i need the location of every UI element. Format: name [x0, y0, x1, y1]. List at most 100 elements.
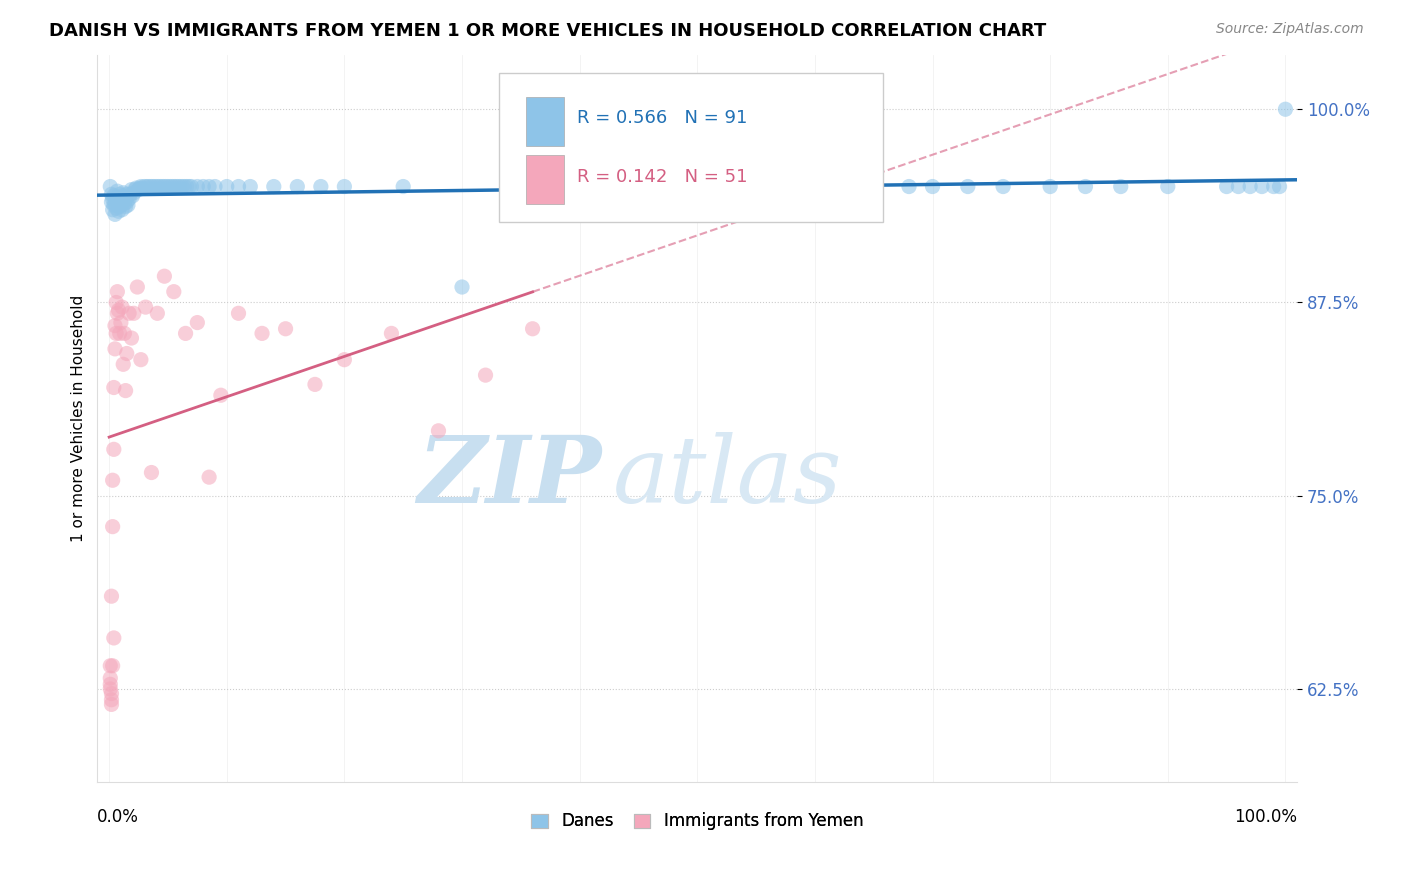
Point: [98, 681, 121, 696]
Point: [114, 192, 136, 206]
Point: [112, 357, 135, 371]
Point: [309, 179, 332, 194]
Point: [209, 388, 232, 402]
Point: [112, 194, 135, 209]
Point: [239, 179, 262, 194]
Point: [198, 470, 221, 484]
Point: [111, 202, 134, 217]
Point: [121, 189, 143, 203]
Point: [250, 326, 273, 341]
Point: [101, 473, 124, 487]
Point: [100, 187, 122, 202]
Point: [101, 192, 124, 206]
Point: [156, 179, 179, 194]
Point: [107, 194, 129, 209]
Point: [112, 186, 135, 200]
Point: [101, 658, 124, 673]
Point: [152, 179, 174, 194]
Point: [100, 194, 122, 209]
Point: [104, 342, 127, 356]
Point: [138, 179, 160, 194]
Point: [148, 179, 170, 194]
Point: [107, 204, 129, 219]
Point: [111, 189, 134, 203]
Text: ZIP: ZIP: [418, 432, 602, 522]
Point: [104, 196, 127, 211]
Point: [98, 658, 121, 673]
Point: [108, 187, 131, 202]
Point: [228, 179, 250, 194]
Point: [215, 179, 238, 194]
Text: R = 0.142   N = 51: R = 0.142 N = 51: [578, 169, 748, 186]
Point: [380, 326, 402, 341]
Point: [1074, 179, 1097, 194]
Point: [204, 179, 226, 194]
Text: 0.0%: 0.0%: [97, 807, 139, 826]
Point: [124, 183, 146, 197]
Point: [956, 179, 979, 194]
Point: [121, 331, 143, 345]
Point: [180, 179, 202, 194]
Point: [103, 442, 125, 457]
Point: [100, 692, 122, 706]
Point: [1227, 179, 1250, 194]
Point: [193, 179, 215, 194]
Point: [105, 201, 128, 215]
FancyBboxPatch shape: [499, 73, 883, 222]
Point: [112, 326, 135, 341]
Point: [145, 179, 167, 194]
Point: [333, 179, 356, 194]
Point: [392, 179, 415, 194]
Point: [101, 519, 124, 533]
Point: [101, 202, 124, 217]
Point: [122, 186, 145, 200]
Point: [129, 352, 152, 367]
Point: [105, 194, 128, 208]
Point: [105, 326, 128, 341]
Point: [105, 184, 128, 198]
Point: [128, 183, 150, 197]
Point: [274, 322, 297, 336]
Point: [121, 183, 143, 197]
Point: [141, 179, 163, 194]
Point: [142, 179, 165, 194]
Text: 100.0%: 100.0%: [1234, 807, 1298, 826]
Point: [108, 326, 131, 341]
Point: [135, 300, 157, 314]
Point: [127, 280, 149, 294]
Point: [333, 352, 356, 367]
Point: [100, 698, 122, 712]
Y-axis label: 1 or more Vehicles in Household: 1 or more Vehicles in Household: [72, 294, 86, 542]
Point: [991, 179, 1014, 194]
Point: [186, 316, 208, 330]
Point: [108, 200, 131, 214]
Point: [128, 181, 150, 195]
Point: [159, 179, 181, 194]
Point: [173, 179, 195, 194]
Point: [98, 677, 121, 691]
Point: [134, 179, 156, 194]
Point: [129, 179, 152, 194]
Point: [263, 179, 285, 194]
Point: [1274, 102, 1296, 116]
Point: [1263, 179, 1285, 194]
Point: [135, 179, 157, 194]
Point: [921, 179, 943, 194]
Point: [110, 194, 132, 208]
Point: [111, 300, 134, 314]
Point: [1215, 179, 1237, 194]
Text: atlas: atlas: [613, 432, 842, 522]
Point: [122, 306, 145, 320]
Point: [115, 187, 138, 202]
Point: [114, 200, 136, 214]
Point: [131, 181, 153, 195]
FancyBboxPatch shape: [526, 96, 564, 146]
Point: [1157, 179, 1180, 194]
Point: [1251, 179, 1274, 194]
Point: [98, 671, 121, 685]
Point: [177, 179, 200, 194]
Text: DANISH VS IMMIGRANTS FROM YEMEN 1 OR MORE VEHICLES IN HOUSEHOLD CORRELATION CHAR: DANISH VS IMMIGRANTS FROM YEMEN 1 OR MOR…: [49, 22, 1046, 40]
FancyBboxPatch shape: [526, 154, 564, 204]
Point: [304, 377, 326, 392]
Point: [98, 179, 121, 194]
